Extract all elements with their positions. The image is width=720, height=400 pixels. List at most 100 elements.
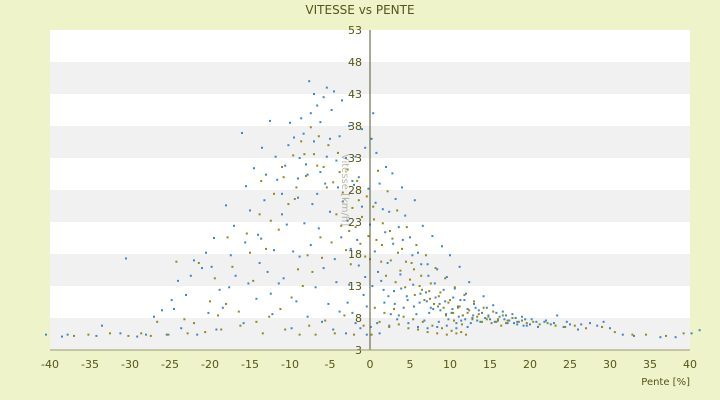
data-point [453,319,455,322]
data-point [585,327,587,330]
data-point [258,261,261,264]
data-point [353,333,355,336]
data-point [524,318,527,321]
data-point [377,169,379,172]
data-point [428,311,431,314]
data-point [482,295,485,298]
data-point [490,322,493,325]
data-point [633,334,635,337]
data-point [375,238,378,241]
data-point [516,320,519,323]
data-point [439,291,442,294]
data-point [338,135,341,138]
data-point [263,199,266,202]
data-point [372,205,375,208]
data-point [322,96,325,99]
data-point [205,251,207,254]
data-point [463,293,466,296]
data-point [465,333,467,336]
data-point [397,314,400,317]
data-point [477,313,480,316]
data-point [297,268,299,271]
data-point [409,278,411,281]
data-point [385,274,387,277]
data-point [338,171,341,174]
data-point [340,236,343,239]
data-point [482,306,485,309]
x-tick-label: 40 [683,358,697,371]
data-point [501,314,504,317]
data-point [382,288,385,291]
data-point [413,293,416,296]
data-point [357,199,360,202]
x-tick-label: -40 [41,358,59,371]
data-point [226,236,229,239]
data-point [460,331,463,334]
data-point [279,308,282,311]
data-point [329,137,331,140]
chart-title: VITESSE vs PENTE [305,3,414,17]
data-point [411,254,414,257]
data-point [261,332,264,335]
data-point [459,299,462,302]
data-point [562,325,565,328]
data-point [449,254,451,257]
data-point [384,231,387,234]
data-point [450,329,453,332]
data-point [487,314,490,317]
data-point [387,295,390,298]
data-point [461,323,463,326]
data-point [348,125,351,127]
data-point [329,210,331,213]
data-point [369,325,372,328]
data-point [273,192,275,195]
x-tick-label: 0 [367,358,374,371]
data-point [450,311,453,314]
data-point [277,282,280,285]
data-point [284,328,287,331]
data-point [365,195,368,198]
data-point [457,306,459,309]
data-point [322,165,325,168]
data-point [426,327,429,330]
data-point [284,164,287,167]
data-point [429,306,432,309]
data-point [217,314,219,317]
data-point [349,247,352,250]
data-point [253,167,255,170]
data-point [501,310,504,313]
data-point [349,263,352,266]
data-point [445,276,448,279]
data-point [495,311,498,314]
data-point [197,261,200,264]
data-point [538,323,541,326]
data-point [245,185,247,188]
data-point [340,224,343,227]
data-point [228,286,231,289]
data-point [497,318,499,321]
data-point [394,197,397,200]
data-point [423,319,426,322]
data-point [365,305,368,308]
data-point [269,119,271,122]
data-point [438,302,441,305]
data-point [405,295,408,298]
data-point [503,318,506,321]
data-point [554,324,557,327]
y-tick-label: 8 [355,312,362,325]
data-point [535,320,538,323]
data-point [341,99,343,102]
data-point [281,165,283,168]
data-point [346,301,349,304]
data-point [210,265,213,268]
data-point [136,335,139,338]
data-point [303,153,306,156]
data-point [517,320,520,323]
data-point [492,310,495,313]
data-point [564,325,567,328]
data-point [394,281,397,284]
data-point [506,322,509,325]
data-point [313,153,315,156]
data-point [193,322,195,325]
data-point [516,323,519,326]
